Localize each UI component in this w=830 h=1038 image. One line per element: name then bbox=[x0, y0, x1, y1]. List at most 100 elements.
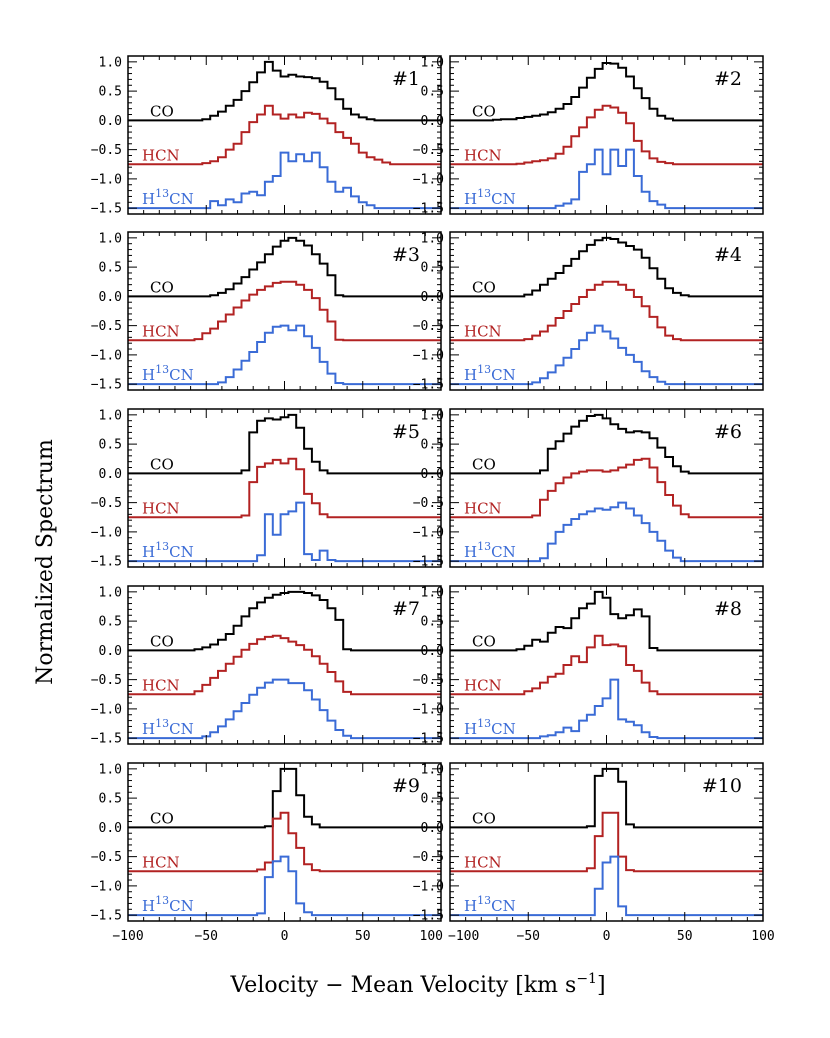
h13cn-series-label: H13CN bbox=[142, 894, 194, 915]
y-tick-label: 0.5 bbox=[421, 438, 444, 453]
y-tick-label: −1.0 bbox=[413, 348, 444, 363]
series-co-line bbox=[128, 590, 441, 652]
x-tick-label: 50 bbox=[677, 929, 693, 944]
series-hcn-line bbox=[450, 104, 763, 166]
co-series-label: CO bbox=[472, 278, 496, 296]
series-co-line bbox=[450, 62, 763, 122]
co-series-label: CO bbox=[150, 278, 174, 296]
co-series-label: CO bbox=[472, 809, 496, 827]
series-hcn-line bbox=[128, 280, 441, 342]
h13cn-label-sup: 13 bbox=[477, 894, 491, 907]
co-series-label: CO bbox=[472, 455, 496, 473]
panel-10: 1.0 0.5 0.0 −0.5 −1.0 −1.5 −100 −50 0 50 100 #10 CO H… bbox=[413, 762, 775, 944]
h13cn-label-sup: 13 bbox=[155, 187, 169, 200]
series-h13cn-line bbox=[450, 324, 763, 386]
h13cn-series-label: H13CN bbox=[464, 187, 516, 208]
x-tick-label: −50 bbox=[195, 929, 218, 944]
y-tick-label: −0.5 bbox=[91, 496, 122, 511]
y-tick-label: −1.5 bbox=[91, 732, 122, 747]
y-tick-label: −1.0 bbox=[91, 525, 122, 540]
series-h13cn-line bbox=[450, 855, 763, 917]
h13cn-series-label: H13CN bbox=[464, 717, 516, 738]
co-series-label: CO bbox=[472, 632, 496, 650]
y-tick-label: 0.0 bbox=[99, 467, 122, 482]
y-tick-label: −0.5 bbox=[91, 319, 122, 334]
series-h13cn-line bbox=[128, 678, 441, 740]
series-co-line bbox=[128, 60, 441, 122]
h13cn-series-label: H13CN bbox=[142, 363, 194, 384]
panel-title: #10 bbox=[702, 775, 742, 797]
y-tick-label: 0.0 bbox=[421, 821, 444, 836]
h13cn-label-h: H bbox=[464, 897, 477, 915]
y-tick-label: −0.5 bbox=[413, 673, 444, 688]
h13cn-label-h: H bbox=[142, 897, 155, 915]
h13cn-label-cn: CN bbox=[169, 190, 194, 208]
x-tick-label: −100 bbox=[112, 929, 143, 944]
y-axis-label: Normalized Spectrum bbox=[33, 439, 58, 685]
panel-title: #8 bbox=[714, 598, 742, 620]
y-tick-label: −0.5 bbox=[91, 850, 122, 865]
series-h13cn-line bbox=[450, 678, 763, 740]
y-tick-label: 0.5 bbox=[421, 615, 444, 630]
h13cn-label-h: H bbox=[464, 190, 477, 208]
panel-title: #4 bbox=[714, 244, 742, 266]
h13cn-label-sup: 13 bbox=[477, 363, 491, 376]
panel-title: #3 bbox=[392, 244, 420, 266]
y-tick-label: −1.5 bbox=[91, 202, 122, 217]
h13cn-series-label: H13CN bbox=[142, 717, 194, 738]
y-tick-label: 0.5 bbox=[99, 792, 122, 807]
series-hcn-line bbox=[128, 634, 441, 696]
h13cn-label-sup: 13 bbox=[155, 363, 169, 376]
x-tick-label: −100 bbox=[448, 929, 479, 944]
y-tick-label: −0.5 bbox=[91, 143, 122, 158]
series-hcn-line bbox=[450, 811, 763, 873]
y-tick-label: 0.5 bbox=[421, 85, 444, 100]
h13cn-label-cn: CN bbox=[169, 897, 194, 915]
x-tick-label: 0 bbox=[281, 929, 289, 944]
y-tick-label: 0.5 bbox=[421, 261, 444, 276]
panel-title: #6 bbox=[714, 421, 742, 443]
hcn-series-label: HCN bbox=[464, 853, 502, 871]
y-tick-label: −0.5 bbox=[91, 673, 122, 688]
y-tick-label: −1.5 bbox=[413, 732, 444, 747]
x-tick-label: 0 bbox=[603, 929, 611, 944]
h13cn-series-label: H13CN bbox=[464, 894, 516, 915]
x-tick-label: 50 bbox=[355, 929, 371, 944]
x-axis-label: Velocity − Mean Velocity [km s−1] bbox=[229, 971, 605, 998]
h13cn-label-cn: CN bbox=[491, 366, 516, 384]
h13cn-label-h: H bbox=[142, 720, 155, 738]
y-tick-label: −0.5 bbox=[413, 143, 444, 158]
x-tick-label: 100 bbox=[751, 929, 774, 944]
y-tick-label: 0.0 bbox=[421, 467, 444, 482]
hcn-series-label: HCN bbox=[464, 322, 502, 340]
h13cn-label-h: H bbox=[142, 366, 155, 384]
hcn-series-label: HCN bbox=[142, 676, 180, 694]
y-tick-label: 1.0 bbox=[421, 55, 444, 70]
panel-title: #7 bbox=[392, 598, 420, 620]
series-co-line bbox=[128, 767, 441, 829]
y-tick-label: 0.0 bbox=[421, 290, 444, 305]
h13cn-label-h: H bbox=[464, 543, 477, 561]
panel-title: #1 bbox=[392, 68, 420, 90]
y-tick-label: 0.0 bbox=[99, 821, 122, 836]
h13cn-label-cn: CN bbox=[491, 897, 516, 915]
h13cn-series-label: H13CN bbox=[464, 540, 516, 561]
h13cn-label-h: H bbox=[464, 366, 477, 384]
series-hcn-line bbox=[450, 634, 763, 696]
co-series-label: CO bbox=[150, 809, 174, 827]
y-tick-label: 0.0 bbox=[99, 644, 122, 659]
y-tick-label: −1.0 bbox=[91, 702, 122, 717]
h13cn-label-sup: 13 bbox=[155, 717, 169, 730]
series-hcn-line bbox=[128, 457, 441, 519]
y-tick-label: 0.5 bbox=[99, 261, 122, 276]
co-series-label: CO bbox=[150, 632, 174, 650]
y-tick-label: −0.5 bbox=[413, 496, 444, 511]
series-hcn-line bbox=[128, 811, 441, 873]
series-h13cn-line bbox=[128, 151, 441, 210]
y-tick-label: 1.0 bbox=[99, 408, 122, 423]
y-tick-label: −1.0 bbox=[413, 172, 444, 187]
